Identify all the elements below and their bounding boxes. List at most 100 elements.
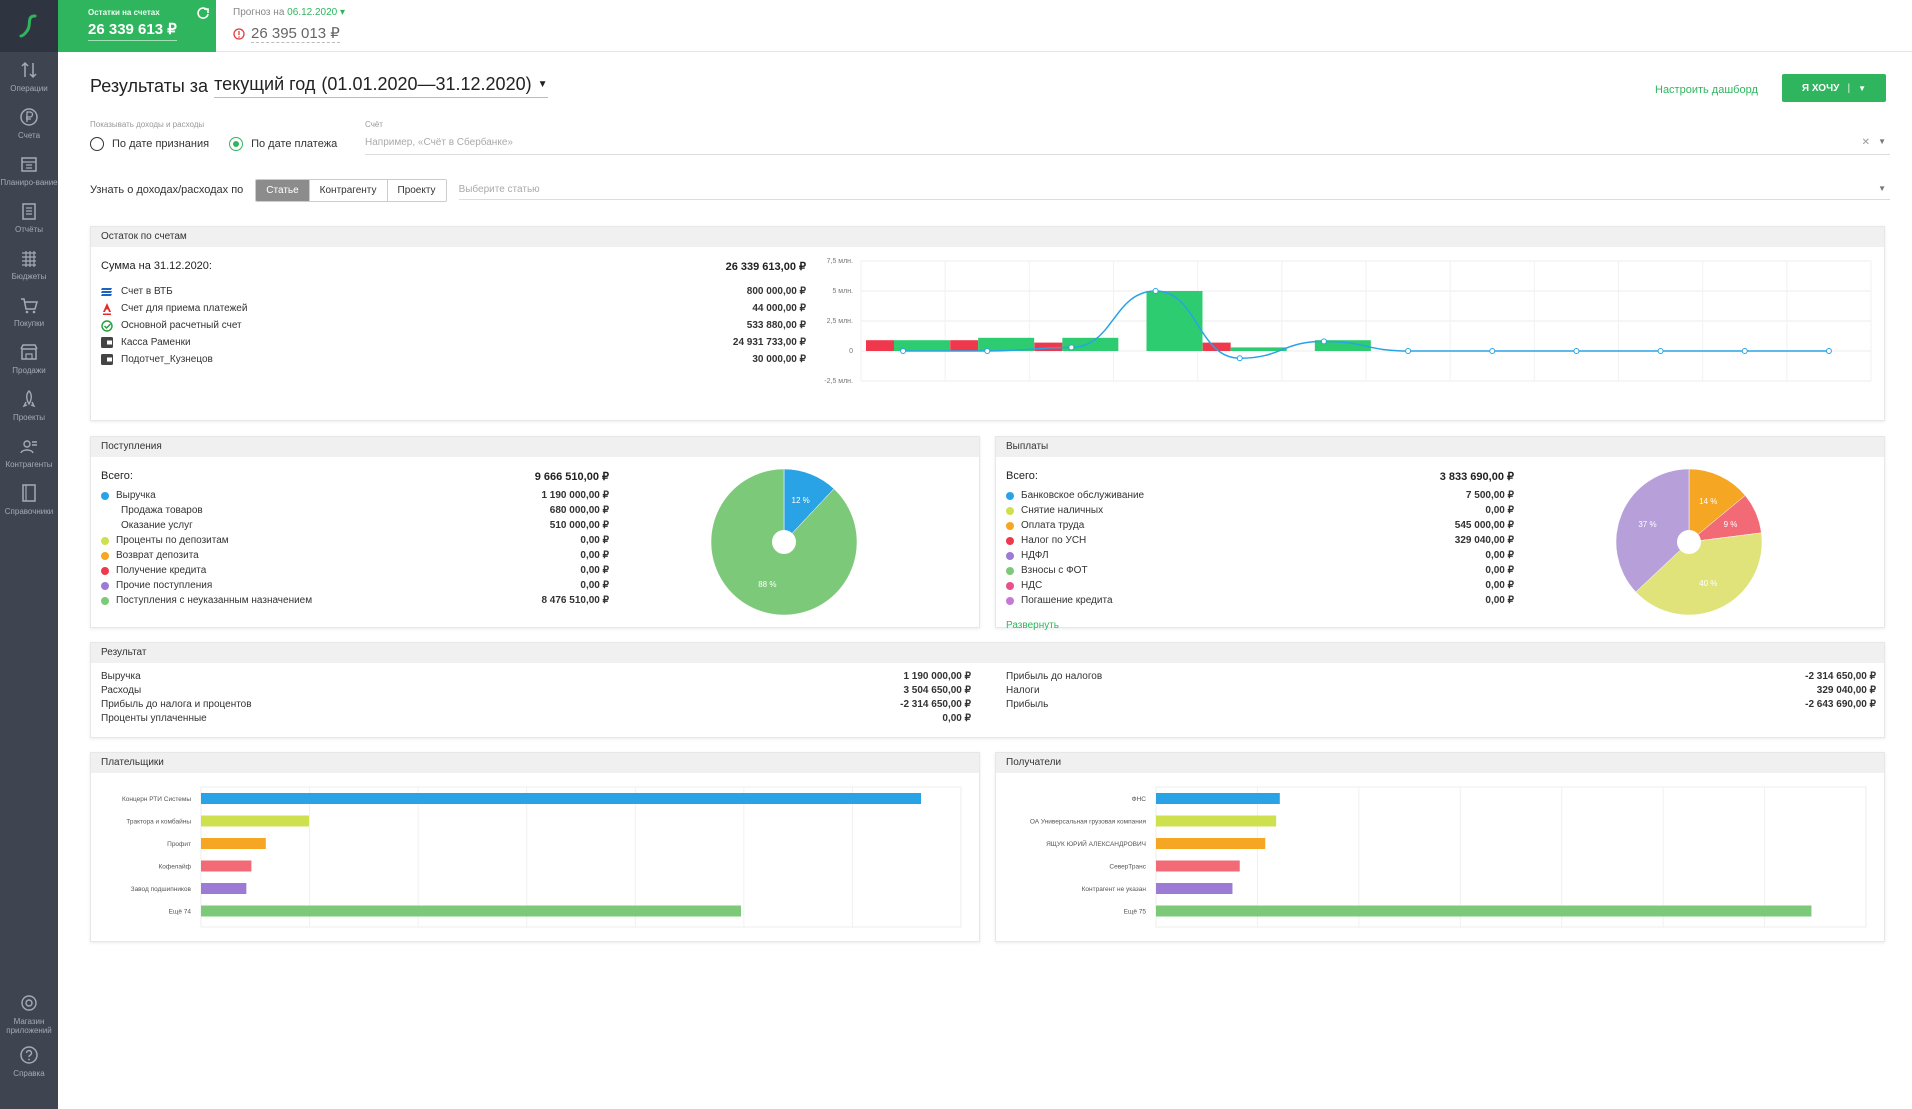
income-row[interactable]: Выручка 1 190 000,00 ₽ <box>101 488 609 503</box>
balance-point[interactable] <box>1741 348 1748 354</box>
sidebar-item-4[interactable]: Отчёты <box>0 193 58 240</box>
balance-point[interactable] <box>984 348 991 354</box>
panel-title: Получатели <box>996 753 1884 773</box>
segment-projects[interactable]: Проекту <box>387 179 446 201</box>
bar[interactable] <box>201 793 921 804</box>
account-row[interactable]: Основной расчетный счет 533 880,00 ₽ <box>101 317 806 334</box>
chevron-down-icon[interactable]: ▼ <box>1878 137 1886 146</box>
account-value: 800 000,00 ₽ <box>746 286 806 297</box>
clear-icon[interactable]: ✕ <box>1861 137 1870 148</box>
sidebar-item-1[interactable]: Магазин приложений <box>0 990 58 1037</box>
bar-outflow[interactable] <box>950 340 979 351</box>
bar-inflow[interactable] <box>1314 340 1371 351</box>
forecast-widget[interactable]: Прогноз на 06.12.2020 ▾ 26 395 013 ₽ <box>233 7 346 43</box>
account-input[interactable]: Например, «Счёт в Сбербанке» ✕ ▼ <box>365 137 1890 155</box>
bar[interactable] <box>201 860 252 872</box>
bar[interactable] <box>1156 815 1277 827</box>
expense-row[interactable]: Снятие наличных 0,00 ₽ <box>1006 503 1514 518</box>
chevron-down-icon: ▼ <box>1878 184 1886 193</box>
income-row[interactable]: Проценты по депозитам 0,00 ₽ <box>101 533 609 548</box>
balance-point[interactable] <box>1489 348 1496 354</box>
pie-slice[interactable] <box>1688 468 1746 543</box>
balance-point[interactable] <box>1573 348 1580 354</box>
segment-articles[interactable]: Статье <box>256 179 310 201</box>
logo[interactable] <box>0 0 58 52</box>
result-row: Прибыль до налога и процентов -2 314 650,… <box>101 697 971 711</box>
balance-point[interactable] <box>1152 288 1159 294</box>
balance-point[interactable] <box>1320 338 1327 345</box>
sidebar-item-8[interactable]: Проекты <box>0 381 58 428</box>
account-row[interactable]: Счет для приема платежей 44 000,00 ₽ <box>101 300 806 317</box>
balance-point[interactable] <box>1825 348 1832 354</box>
expense-row[interactable]: НДС 0,00 ₽ <box>1006 578 1514 593</box>
bar-outflow[interactable] <box>1034 342 1063 351</box>
expense-row[interactable]: Банковское обслуживание 7 500,00 ₽ <box>1006 488 1514 503</box>
income-row[interactable]: Продажа товаров 680 000,00 ₽ <box>101 503 609 518</box>
bar[interactable] <box>201 905 741 917</box>
bar-outflow[interactable] <box>866 340 894 351</box>
bar[interactable] <box>1156 860 1240 872</box>
expense-row[interactable]: Налог по УСН 329 040,00 ₽ <box>1006 533 1514 548</box>
account-row[interactable]: Счет в ВТБ 800 000,00 ₽ <box>101 283 806 300</box>
sidebar-item-9[interactable]: Контрагенты <box>0 428 58 475</box>
radio-circle[interactable] <box>90 137 104 151</box>
bar-inflow[interactable] <box>1230 347 1287 351</box>
bar[interactable] <box>201 838 266 849</box>
sidebar-item-label: Счета <box>17 130 41 140</box>
bar[interactable] <box>1156 883 1233 894</box>
bar[interactable] <box>201 883 247 894</box>
balance-point[interactable] <box>1236 355 1243 362</box>
account-row[interactable]: Касса Раменки 24 931 733,00 ₽ <box>101 334 806 351</box>
radio-circle-checked[interactable] <box>229 137 244 151</box>
result-item-value: -2 643 690,00 ₽ <box>1805 698 1876 710</box>
contacts-icon <box>18 435 40 457</box>
radio-recognition-date[interactable]: По дате признания <box>90 137 209 151</box>
bar-inflow[interactable] <box>978 337 1035 351</box>
expense-row[interactable]: Взносы с ФОТ 0,00 ₽ <box>1006 563 1514 578</box>
refresh-icon[interactable] <box>196 6 210 20</box>
balance-point[interactable] <box>900 348 907 354</box>
account-placeholder: Например, «Счёт в Сбербанке» <box>365 137 513 148</box>
bar[interactable] <box>1156 793 1280 804</box>
income-row[interactable]: Получение кредита 0,00 ₽ <box>101 563 609 578</box>
sidebar-item-1[interactable]: Операции <box>0 52 58 99</box>
segment-contractors[interactable]: Контрагенту <box>309 179 388 201</box>
forecast-date[interactable]: 06.12.2020 <box>287 7 338 18</box>
bar-inflow[interactable] <box>1146 291 1203 351</box>
balance-point[interactable] <box>1068 344 1075 351</box>
income-row[interactable]: Прочие поступления 0,00 ₽ <box>101 578 609 593</box>
period-selector[interactable]: текущий год (01.01.2020—31.12.2020) ▼ <box>214 74 548 98</box>
store-icon <box>18 341 40 363</box>
income-row[interactable]: Возврат депозита 0,00 ₽ <box>101 548 609 563</box>
receivers-bar-chart: ФНС ОА Универсальная грузовая компания ЯЩУ… <box>1030 786 1867 928</box>
bar[interactable] <box>1156 905 1812 917</box>
expand-link[interactable]: Развернуть <box>1006 620 1060 631</box>
balance-point[interactable] <box>1657 348 1664 354</box>
article-select[interactable]: Выберите статью ▼ <box>458 180 1890 200</box>
expense-row[interactable]: Погашение кредита 0,00 ₽ <box>1006 593 1514 608</box>
article-placeholder: Выберите статью <box>458 184 540 195</box>
pie-slice[interactable] <box>1615 468 1690 593</box>
sidebar-item-5[interactable]: Бюджеты <box>0 240 58 287</box>
expense-row[interactable]: Оплата труда 545 000,00 ₽ <box>1006 518 1514 533</box>
income-row[interactable]: Оказание услуг 510 000,00 ₽ <box>101 518 609 533</box>
bar[interactable] <box>201 815 309 827</box>
balance-widget[interactable]: Остатки на счетах 26 339 613 ₽ <box>58 0 216 52</box>
sidebar-item-2[interactable]: Справка <box>0 1037 58 1084</box>
i-want-button[interactable]: Я ХОЧУ | ▼ <box>1782 74 1886 102</box>
bar[interactable] <box>1156 838 1266 849</box>
income-row[interactable]: Поступления с неуказанным назначением 8 4… <box>101 593 609 608</box>
radio-payment-date[interactable]: По дате платежа <box>229 137 337 151</box>
balance-point[interactable] <box>1405 348 1412 354</box>
expense-row[interactable]: НДФЛ 0,00 ₽ <box>1006 548 1514 563</box>
pie-slice[interactable] <box>1635 532 1763 616</box>
sidebar-item-2[interactable]: Счета <box>0 99 58 146</box>
account-row[interactable]: Подотчет_Кузнецов 30 000,00 ₽ <box>101 351 806 368</box>
sidebar-item-7[interactable]: Продажи <box>0 334 58 381</box>
sidebar-item-3[interactable]: Планиро-вание <box>0 146 58 193</box>
configure-dashboard-link[interactable]: Настроить дашборд <box>1655 84 1758 96</box>
sidebar-item-10[interactable]: Справочники <box>0 475 58 522</box>
bar-inflow[interactable] <box>894 340 950 351</box>
sidebar-item-6[interactable]: Покупки <box>0 287 58 334</box>
bar-outflow[interactable] <box>1202 342 1231 351</box>
